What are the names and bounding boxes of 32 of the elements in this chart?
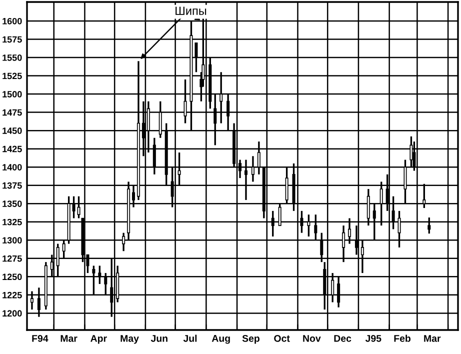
y-tick-label: 1400	[2, 164, 22, 170]
y-tick-label: 1275	[2, 255, 22, 262]
x-tick-label: Dec	[334, 335, 352, 342]
y-tick-label: 1250	[2, 274, 22, 280]
y-tick-label: 1225	[2, 292, 22, 298]
x-tick-label: F94	[32, 334, 48, 342]
x-tick-label: Apr	[90, 335, 107, 344]
y-tick-label: 1500	[2, 91, 22, 98]
x-tick-label: Feb	[394, 334, 411, 342]
x-tick-label: May	[120, 335, 139, 344]
x-tick-label: Sep	[242, 334, 260, 344]
y-tick-label: 1350	[2, 200, 22, 207]
x-tick-label: Oct	[274, 334, 290, 342]
y-tick-label: 1600	[2, 18, 22, 24]
x-tick-label: Jun	[150, 335, 168, 342]
y-tick-label: 1200	[2, 310, 22, 317]
x-tick-label: J95	[365, 334, 382, 342]
x-tick-label: Mar	[424, 335, 441, 342]
y-tick-label: 1575	[2, 36, 22, 43]
y-tick-label: 1425	[2, 146, 22, 152]
x-tick-label: Mar	[60, 335, 78, 342]
y-tick-label: 1450	[2, 128, 22, 134]
y-tick-label: 1300	[2, 237, 22, 244]
y-tick-label: 1475	[2, 109, 22, 116]
y-tick-label: 1325	[2, 218, 22, 226]
x-tick-label: Aug	[212, 335, 230, 344]
y-tick-label: 1525	[2, 72, 22, 80]
x-tick-label: Nov	[303, 335, 321, 342]
y-tick-label: 1375	[2, 182, 22, 189]
annotation: Шипы	[176, 6, 206, 15]
x-tick-label: Jul	[183, 334, 197, 342]
y-tick-label: 1550	[2, 54, 22, 61]
